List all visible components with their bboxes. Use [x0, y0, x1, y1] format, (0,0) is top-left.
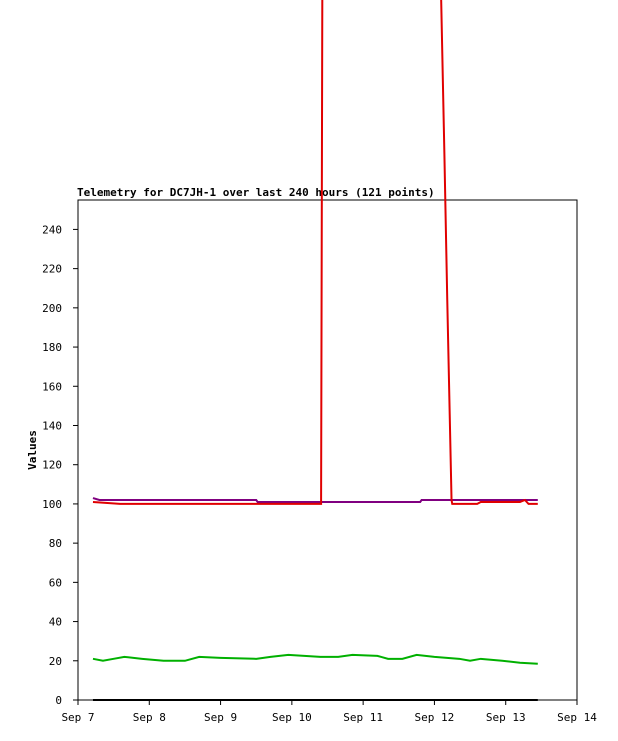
- series-line: [92, 653, 538, 665]
- y-tick-label: 100: [42, 498, 62, 511]
- y-tick-label: 0: [55, 694, 62, 707]
- series-line: [92, 497, 538, 503]
- y-tick-label: 60: [49, 576, 62, 589]
- x-tick-label: Sep 13: [486, 711, 526, 724]
- x-tick-label: Sep 8: [133, 711, 166, 724]
- x-tick-label: Sep 14: [557, 711, 597, 724]
- y-tick-label: 20: [49, 655, 62, 668]
- x-tick-label: Sep 12: [415, 711, 455, 724]
- x-tick-label: Sep 7: [61, 711, 94, 724]
- y-tick-label: 160: [42, 380, 62, 393]
- y-tick-label: 180: [42, 341, 62, 354]
- y-tick-label: 140: [42, 419, 62, 432]
- y-tick-label: 240: [42, 223, 62, 236]
- x-tick-label: Sep 10: [272, 711, 312, 724]
- y-tick-label: 80: [49, 537, 62, 550]
- plot-frame: [77, 199, 578, 701]
- y-tick-label: 40: [49, 616, 62, 629]
- x-tick-label: Sep 9: [204, 711, 237, 724]
- y-tick-label: 120: [42, 459, 62, 472]
- y-axis-label: Values: [26, 430, 39, 470]
- chart-title: Telemetry for DC7JH-1 over last 240 hour…: [77, 186, 435, 199]
- y-tick-label: 200: [42, 302, 62, 315]
- series-line: [92, 0, 538, 505]
- y-tick-label: 220: [42, 263, 62, 276]
- x-tick-label: Sep 11: [343, 711, 383, 724]
